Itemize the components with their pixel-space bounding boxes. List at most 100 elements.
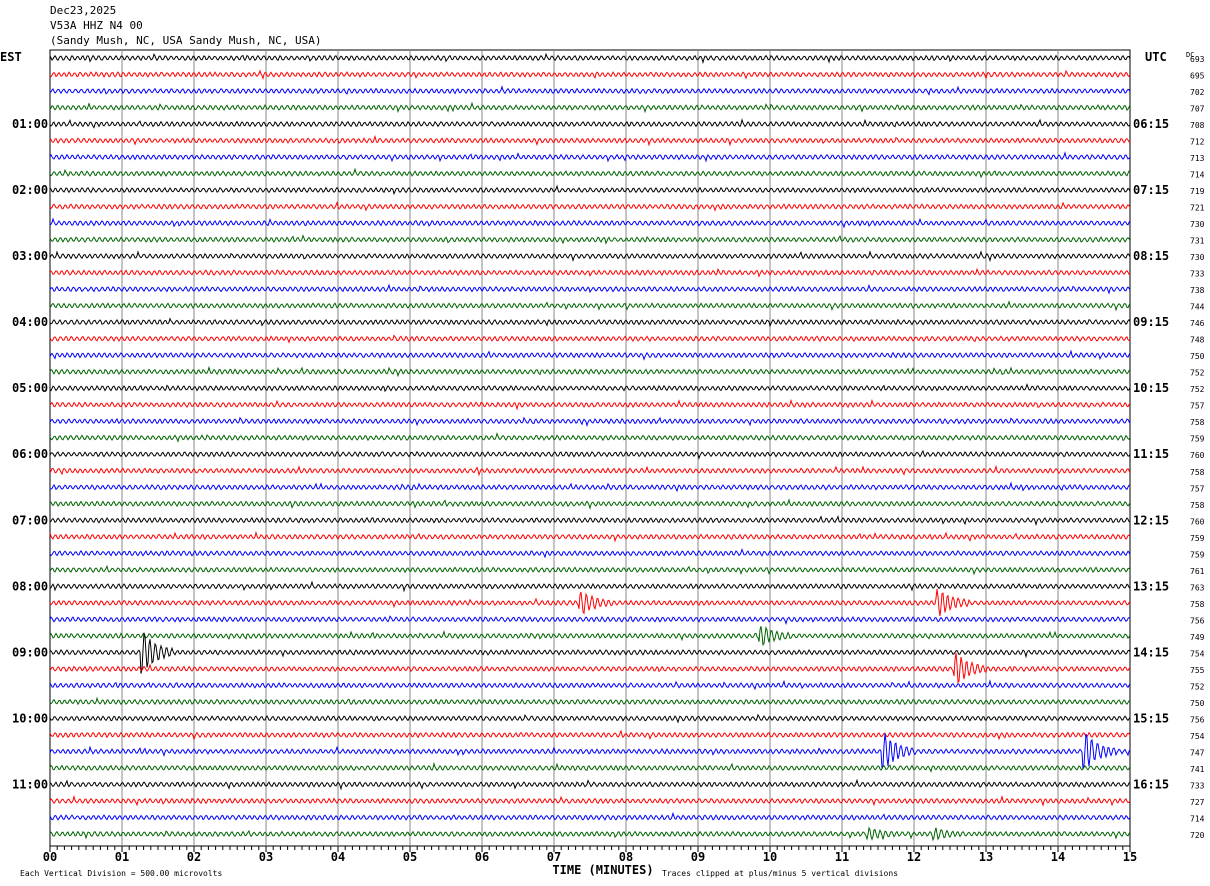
dc-offset-label: 761: [1190, 567, 1205, 576]
dc-offset-label: 750: [1190, 699, 1205, 708]
x-tick-label: 09: [691, 850, 705, 864]
dc-offset-label: 756: [1190, 715, 1205, 724]
seismic-trace: [49, 464, 1131, 477]
dc-offset-label: 730: [1190, 220, 1205, 229]
scale-note: Each Vertical Division = 500.00 microvol…: [20, 869, 222, 878]
dc-offset-label: 733: [1190, 270, 1205, 279]
seismic-trace: [49, 515, 1131, 527]
left-hour-label: 07:00: [12, 513, 48, 527]
dc-offset-label: 759: [1190, 534, 1205, 543]
seismic-trace: [49, 729, 1131, 741]
right-hour-label: 11:15: [1133, 447, 1169, 461]
dc-offset-label: 754: [1190, 732, 1205, 741]
seismic-trace: [49, 69, 1131, 81]
dc-offset-label: 752: [1190, 682, 1205, 691]
seismic-trace: [49, 530, 1131, 543]
seismic-trace: [49, 118, 1131, 129]
seismic-trace: [49, 398, 1131, 411]
seismic-trace: [49, 151, 1131, 163]
right-hour-label: 16:15: [1133, 777, 1169, 791]
seismic-trace: [49, 547, 1131, 559]
seismic-trace: [49, 826, 1131, 842]
seismic-trace: [49, 334, 1131, 344]
x-tick-label: 05: [403, 850, 417, 864]
dc-offset-label: 714: [1190, 171, 1205, 180]
seismic-trace: [49, 481, 1131, 493]
dc-offset-label: 747: [1190, 748, 1205, 757]
dc-offset-label: 757: [1190, 484, 1205, 493]
seismic-trace: [49, 713, 1131, 724]
right-timezone-label: UTC: [1145, 50, 1167, 64]
seismic-trace: [49, 794, 1131, 807]
dc-offset-label: 741: [1190, 765, 1205, 774]
x-tick-label: 04: [331, 850, 345, 864]
seismic-trace: [49, 52, 1131, 65]
left-hour-label: 10:00: [12, 711, 48, 725]
seismic-trace: [49, 652, 1131, 684]
seismic-trace: [49, 250, 1131, 263]
seismic-trace: [49, 85, 1131, 96]
seismic-trace: [49, 416, 1131, 428]
left-timezone-label: EST: [0, 50, 22, 64]
x-tick-label: 10: [763, 850, 777, 864]
dc-offset-label: 702: [1190, 88, 1205, 97]
x-tick-label: 11: [835, 850, 849, 864]
x-axis-label: TIME (MINUTES): [552, 863, 653, 877]
seismic-trace: [49, 626, 1131, 647]
dc-offset-label: 750: [1190, 352, 1205, 361]
seismic-trace: [49, 811, 1131, 821]
dc-offset-label: 727: [1190, 798, 1205, 807]
right-hour-label: 13:15: [1133, 579, 1169, 593]
dc-offset-label: 749: [1190, 633, 1205, 642]
dc-offset-label: 708: [1190, 121, 1205, 130]
seismic-trace: [49, 580, 1131, 593]
x-tick-label: 14: [1051, 850, 1065, 864]
seismic-trace: [49, 632, 1131, 674]
seismic-trace: [49, 589, 1131, 617]
dc-offset-label: 757: [1190, 402, 1205, 411]
dc-offset-label: 759: [1190, 550, 1205, 559]
dc-offset-label: 707: [1190, 105, 1205, 114]
seismic-trace: [49, 184, 1131, 196]
dc-offset-label: 760: [1190, 517, 1205, 526]
dc-offset-label: 693: [1190, 55, 1205, 64]
right-hour-label: 07:15: [1133, 183, 1169, 197]
dc-offset-label: 760: [1190, 451, 1205, 460]
seismic-trace: [49, 383, 1131, 393]
dc-offset-label: 756: [1190, 616, 1205, 625]
dc-offset-label: 730: [1190, 253, 1205, 262]
left-hour-label: 11:00: [12, 777, 48, 791]
dc-offset-label: 754: [1190, 649, 1205, 658]
right-hour-label: 10:15: [1133, 381, 1169, 395]
seismic-trace: [49, 134, 1131, 147]
channel-label: V53A HHZ N4 00: [50, 19, 143, 32]
x-tick-label: 08: [619, 850, 633, 864]
seismic-trace: [49, 365, 1131, 378]
right-hour-label: 09:15: [1133, 315, 1169, 329]
x-tick-label: 13: [979, 850, 993, 864]
left-hour-label: 04:00: [12, 315, 48, 329]
seismic-trace: [49, 498, 1131, 510]
x-tick-label: 03: [259, 850, 273, 864]
dc-offset-label: 748: [1190, 336, 1205, 345]
dc-offset-label: 752: [1190, 385, 1205, 394]
dc-offset-label: 719: [1190, 187, 1205, 196]
dc-offset-label: 695: [1190, 72, 1205, 81]
dc-offset-label: 758: [1190, 418, 1205, 427]
dc-offset-label: 744: [1190, 303, 1205, 312]
seismic-trace: [49, 317, 1131, 328]
seismic-trace: [49, 234, 1131, 245]
x-tick-label: 02: [187, 850, 201, 864]
dc-offset-label: 758: [1190, 468, 1205, 477]
seismic-trace: [49, 349, 1131, 361]
dc-offset-label: 758: [1190, 600, 1205, 609]
seismic-trace: [49, 564, 1131, 576]
seismic-trace: [49, 679, 1131, 691]
seismic-trace: [49, 167, 1131, 179]
dc-offset-label: 714: [1190, 814, 1205, 823]
dc-offset-label: 738: [1190, 286, 1205, 295]
right-hour-label: 12:15: [1133, 513, 1169, 527]
seismic-trace: [49, 300, 1131, 312]
